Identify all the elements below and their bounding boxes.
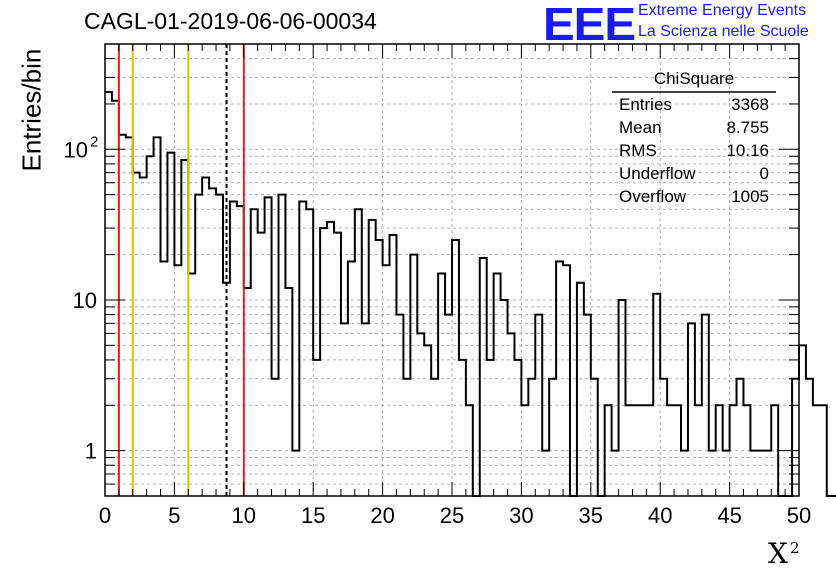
axes <box>104 43 800 497</box>
x-tick-label: 5 <box>168 503 180 528</box>
stats-row-value: 1005 <box>731 187 769 206</box>
stats-row-label: Mean <box>619 118 662 137</box>
x-tick-labels: 0 5 10 15 20 25 30 35 40 45 50 <box>99 503 811 528</box>
svg-text:EEE: EEE <box>543 2 635 44</box>
brand-line-1: Extreme Energy Events <box>638 2 807 19</box>
x-tick-label: 10 <box>232 503 256 528</box>
stats-row-label: Underflow <box>619 164 696 183</box>
brand-line-2: La Scienza nelle Scuole <box>638 23 809 40</box>
y-tick-label: 10 <box>73 288 97 313</box>
eee-logo: EEE <box>543 2 635 44</box>
x-tick-label: 45 <box>717 503 741 528</box>
stats-row-value: 0 <box>760 164 769 183</box>
x-tick-label: 20 <box>370 503 394 528</box>
x-tick-label: 50 <box>787 503 811 528</box>
stats-row-label: Entries <box>619 95 672 114</box>
x-axis-label-exponent: 2 <box>789 539 800 557</box>
stats-row-value: 3368 <box>731 95 769 114</box>
histogram-line <box>105 91 836 497</box>
stats-box-title: ChiSquare <box>654 69 734 88</box>
stats-box: ChiSquare Entries 3368 Mean 8.755 RMS 10.16 Un… <box>612 69 776 206</box>
x-tick-label: 30 <box>509 503 533 528</box>
y-axis-label: Entries/bin <box>16 48 47 172</box>
x-tick-label: 25 <box>440 503 464 528</box>
y-tick-label: 1 <box>85 439 97 464</box>
x-tick-label: 0 <box>99 503 111 528</box>
stats-row-value: 10.16 <box>726 141 769 160</box>
y-tick-label-exponent: 2 <box>90 133 98 150</box>
stats-row-label: RMS <box>619 141 657 160</box>
run-title: CAGL-01-2019-06-06-00034 <box>84 8 377 34</box>
x-tick-label: 15 <box>301 503 325 528</box>
stats-row-value: 8.755 <box>726 118 769 137</box>
x-axis-label-base: X <box>768 537 788 570</box>
histogram-series <box>105 91 836 497</box>
stats-row-label: Overflow <box>619 187 687 206</box>
marker-lines <box>117 44 245 496</box>
x-tick-label: 35 <box>579 503 603 528</box>
x-tick-label: 40 <box>648 503 672 528</box>
y-tick-label: 10 <box>64 137 88 162</box>
